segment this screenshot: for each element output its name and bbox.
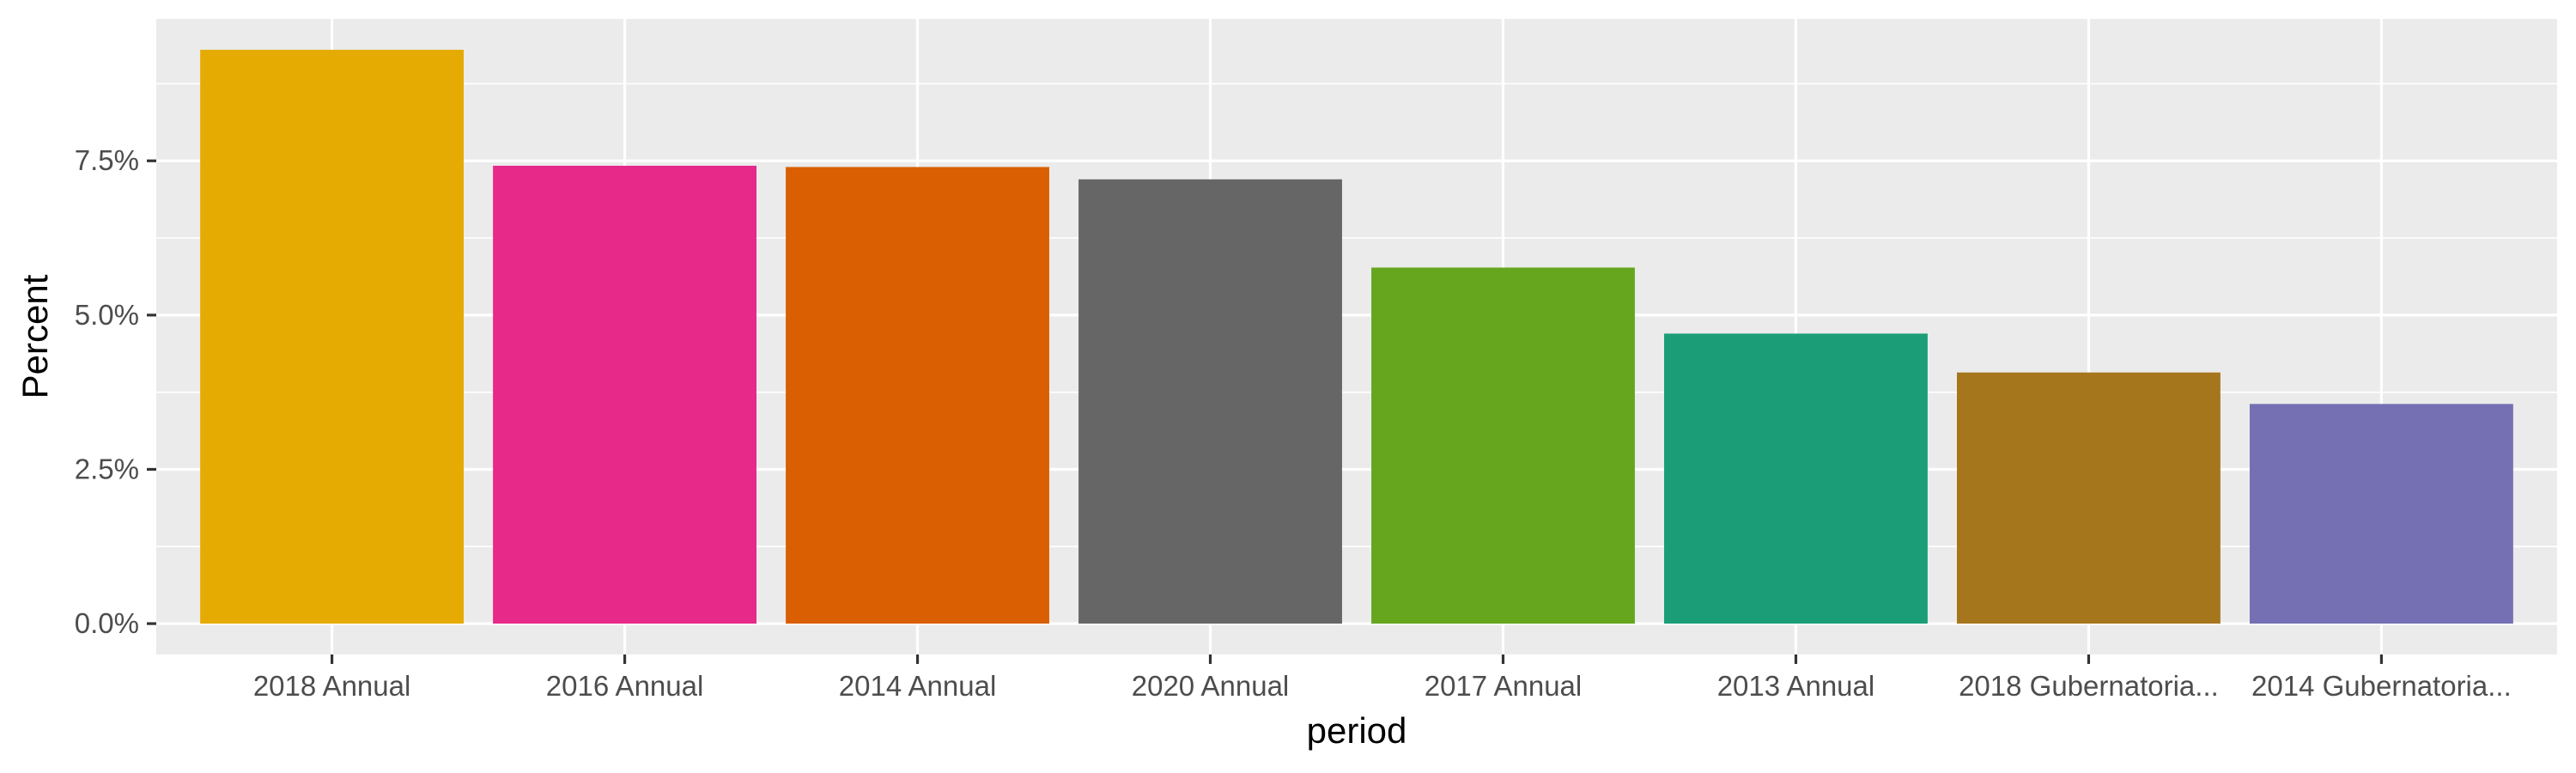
x-tick-label: 2013 Annual	[1717, 670, 1875, 702]
y-tick-label: 2.5%	[75, 453, 139, 484]
bar-7	[1957, 372, 2221, 624]
bar-5	[1371, 267, 1635, 624]
y-tick-label: 5.0%	[75, 299, 139, 331]
x-tick-label: 2016 Annual	[546, 670, 704, 702]
bars	[200, 49, 2513, 624]
x-tick-label: 2020 Annual	[1132, 670, 1290, 702]
bar-1	[200, 49, 465, 624]
x-tick-label: 2014 Gubernatoria...	[2251, 670, 2512, 702]
bar-6	[1664, 333, 1928, 624]
y-axis-title: Percent	[15, 274, 55, 399]
x-tick-label: 2014 Annual	[839, 670, 997, 702]
x-axis: 2018 Annual 2016 Annual 2014 Annual 2020 An…	[253, 654, 2512, 702]
x-axis-title: period	[1307, 710, 1407, 751]
bar-2	[493, 165, 756, 624]
bar-8	[2249, 404, 2513, 624]
bar-4	[1078, 179, 1342, 624]
x-tick-label: 2017 Annual	[1425, 670, 1583, 702]
y-axis: 0.0% 2.5% 5.0% 7.5%	[75, 144, 156, 639]
y-tick-label: 0.0%	[75, 607, 139, 639]
bar-3	[786, 167, 1049, 624]
x-tick-label: 2018 Annual	[253, 670, 411, 702]
x-tick-label: 2018 Gubernatoria...	[1959, 670, 2219, 702]
y-tick-label: 7.5%	[75, 144, 139, 176]
